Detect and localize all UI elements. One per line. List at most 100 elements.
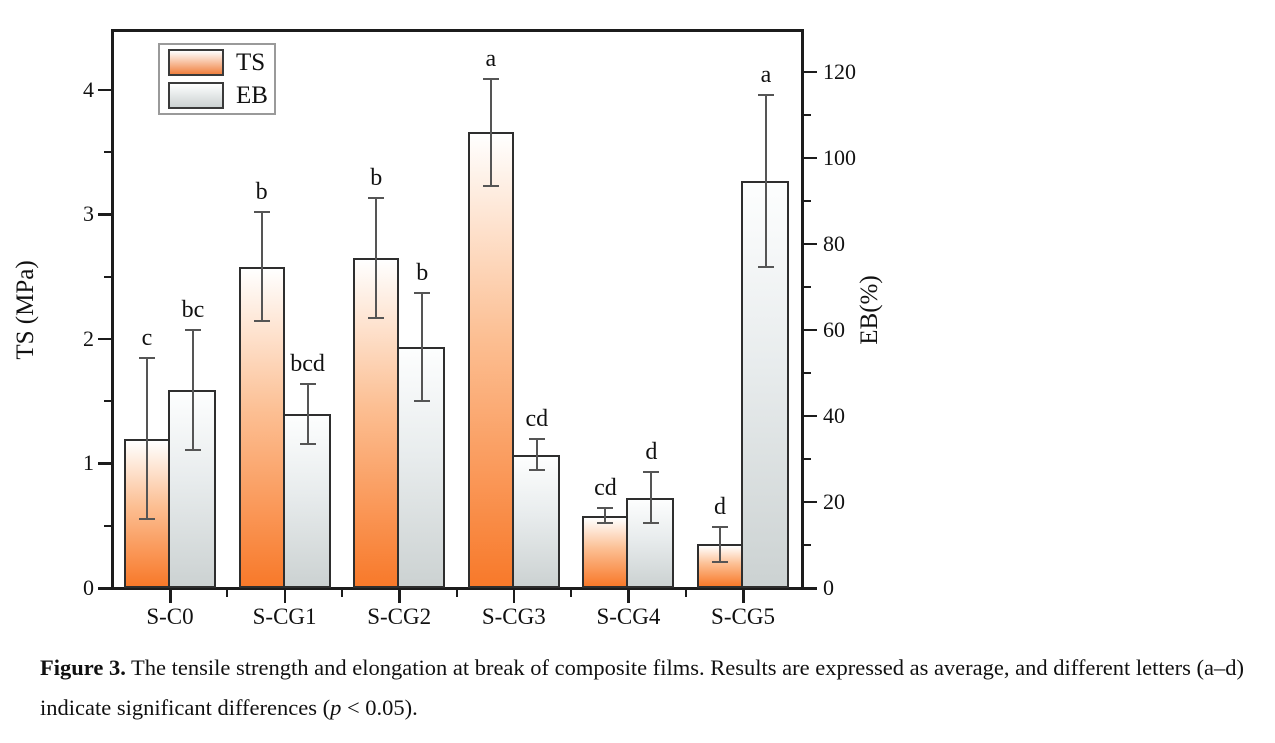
left-major-tick	[98, 587, 111, 590]
bottom-major-tick	[512, 590, 516, 603]
legend-label-ts: TS	[236, 48, 266, 76]
left-tick-label: 2	[83, 325, 94, 351]
legend-label-eb: EB	[236, 81, 268, 109]
caption-p-symbol: p	[330, 695, 342, 720]
left-tick-label: 0	[83, 575, 94, 600]
error-bar-line	[489, 78, 492, 186]
left-minor-tick	[104, 400, 111, 403]
right-axis-title: EB(%)	[856, 275, 883, 345]
error-bar-cap-bottom	[414, 399, 431, 402]
bottom-minor-tick	[340, 590, 343, 597]
axis-right-line	[801, 29, 804, 590]
bottom-major-tick	[169, 590, 172, 603]
left-minor-tick	[104, 275, 111, 278]
right-major-tick	[804, 156, 817, 160]
error-bar-line	[719, 526, 721, 562]
bottom-minor-tick	[570, 590, 573, 597]
eb-bar-S-CG3	[511, 454, 560, 588]
right-tick-label: 120	[823, 58, 856, 84]
error-bar-cap-top	[643, 470, 660, 473]
error-bar-line	[192, 329, 194, 451]
bottom-major-tick	[742, 590, 745, 603]
error-bar-cap-bottom	[139, 518, 155, 521]
significance-letter: bcd	[290, 350, 325, 377]
error-bar-cap-top	[758, 94, 774, 97]
error-bar-cap-bottom	[758, 266, 774, 269]
error-bar-line	[765, 95, 767, 268]
right-minor-tick	[804, 371, 811, 374]
error-bar-cap-bottom	[185, 449, 201, 452]
left-axis-title: TS (MPa)	[12, 260, 39, 360]
figure-caption: Figure 3. The tensile strength and elong…	[40, 648, 1255, 728]
error-bar-cap-bottom	[482, 184, 499, 187]
ts-bar-S-CG3	[467, 132, 514, 588]
error-bar-cap-bottom	[368, 316, 385, 319]
x-tick-label: S-CG4	[596, 604, 661, 629]
caption-text-2: < 0.05).	[341, 695, 418, 720]
error-bar-cap-top	[299, 382, 316, 385]
significance-letter: a	[485, 45, 497, 72]
error-bar-line	[604, 508, 607, 524]
bottom-major-tick	[398, 590, 401, 603]
significance-letter: b	[255, 178, 268, 205]
x-tick-label: S-CG2	[367, 604, 432, 629]
error-bar-line	[535, 439, 538, 471]
legend: TS EB	[158, 43, 276, 115]
left-major-tick	[98, 337, 111, 341]
error-bar-line	[146, 357, 148, 520]
ts-swatch-icon	[168, 49, 224, 76]
right-tick-label: 60	[823, 316, 845, 342]
error-bar-line	[260, 211, 263, 322]
x-tick-label: S-CG1	[252, 604, 317, 629]
error-bar-cap-top	[139, 356, 155, 359]
error-bar-cap-top	[482, 77, 499, 80]
bottom-minor-tick	[684, 590, 687, 597]
eb-bar-S-CG2	[397, 347, 446, 588]
significance-letter: cd	[525, 406, 549, 433]
x-tick-label: S-CG3	[481, 604, 546, 629]
left-minor-tick	[104, 524, 111, 527]
error-bar-line	[421, 293, 424, 401]
bottom-major-tick	[283, 590, 287, 603]
significance-letter: b	[370, 165, 383, 192]
error-bar-cap-bottom	[712, 560, 728, 563]
significance-letter: d	[645, 438, 658, 465]
right-major-tick	[804, 414, 817, 418]
error-bar-cap-top	[253, 210, 270, 213]
axis-bottom-line	[111, 587, 804, 590]
error-bar-cap-bottom	[253, 320, 270, 323]
right-tick-label: 0	[823, 575, 834, 600]
caption-text-1: The tensile strength and elongation at b…	[40, 655, 1244, 720]
legend-item-eb: EB	[168, 81, 274, 111]
error-bar-cap-top	[712, 525, 728, 528]
axis-left-line	[111, 29, 114, 590]
axis-top-line	[111, 29, 804, 32]
right-tick-label: 40	[823, 402, 845, 428]
error-bar-cap-bottom	[643, 522, 660, 525]
left-minor-tick	[104, 151, 111, 154]
significance-letter: bc	[181, 296, 205, 323]
right-minor-tick	[804, 113, 811, 116]
significance-letter: a	[760, 62, 772, 89]
left-tick-label: 4	[83, 76, 94, 102]
error-bar-line	[650, 471, 653, 524]
left-tick-label: 1	[83, 450, 94, 476]
error-bar-cap-top	[414, 292, 431, 295]
bottom-minor-tick	[455, 590, 458, 597]
error-bar-cap-bottom	[528, 469, 545, 472]
right-minor-tick	[804, 285, 811, 288]
x-tick-label: S-C0	[146, 604, 194, 629]
right-major-tick	[804, 242, 817, 246]
right-tick-label: 80	[823, 230, 845, 256]
ts-bar-S-CG4	[582, 515, 629, 588]
significance-letter: d	[714, 493, 726, 520]
error-bar-cap-bottom	[597, 522, 614, 525]
error-bar-cap-top	[528, 438, 545, 441]
x-tick-label: S-CG5	[711, 604, 775, 629]
right-tick-label: 20	[823, 488, 845, 514]
significance-letter: b	[416, 260, 429, 287]
left-major-tick	[98, 462, 111, 465]
right-minor-tick	[804, 543, 811, 546]
right-minor-tick	[804, 199, 811, 202]
